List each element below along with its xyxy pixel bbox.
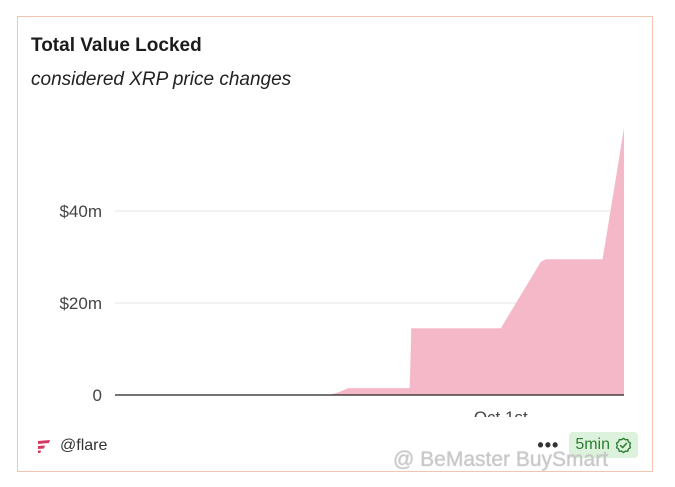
source-handle[interactable]: @flare [60, 437, 108, 454]
source-attribution[interactable]: @flare [36, 437, 107, 455]
verified-check-icon [615, 437, 632, 453]
watermark: @ BeMaster BuySmart [393, 448, 608, 472]
more-options-icon[interactable]: ••• [537, 435, 560, 455]
refresh-badge[interactable]: 5min [569, 432, 638, 458]
y-tick-label: 0 [93, 386, 102, 405]
x-tick-label: Oct 1st [474, 408, 528, 417]
tvl-area-series [115, 128, 624, 395]
y-tick-label: $20m [59, 294, 102, 313]
tvl-area-chart: 0 $20m $40m Oct 1st [59, 128, 624, 417]
chart-subtitle: considered XRP price changes [31, 69, 292, 90]
y-tick-label: $40m [59, 202, 102, 221]
refresh-interval-label: 5min [575, 436, 610, 453]
footer-controls: ••• 5min [537, 432, 638, 458]
chart-card: Total Value Locked considered XRP price … [17, 16, 653, 472]
chart-title: Total Value Locked [31, 35, 202, 56]
flare-logo-icon [38, 440, 50, 453]
watermark-text: @ BeMaster BuySmart [393, 448, 609, 471]
